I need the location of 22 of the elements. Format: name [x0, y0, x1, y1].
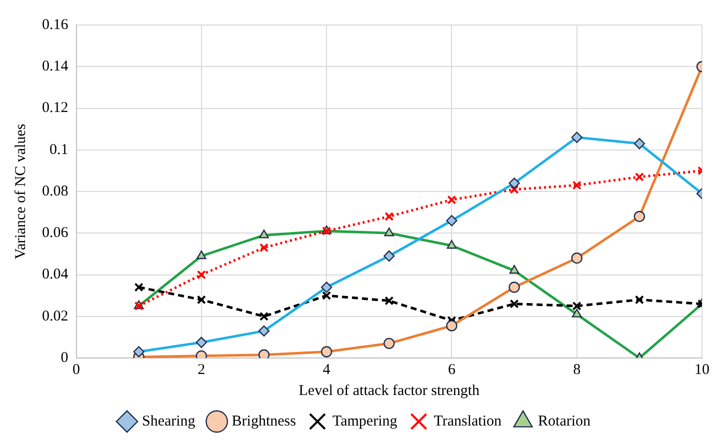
y-tick-label: 0.08: [42, 183, 68, 200]
legend-label: Shearing: [142, 413, 196, 430]
x-tick-label: 6: [448, 362, 456, 378]
y-tick-label: 0.06: [42, 225, 69, 242]
x-tick-label: 4: [322, 362, 331, 378]
legend-label: Brightness: [232, 413, 296, 430]
x-tick-label: 0: [72, 362, 80, 378]
x-tick-label: 2: [198, 362, 206, 378]
legend-label: Rotarion: [538, 413, 592, 430]
y-tick-label: 0: [60, 350, 68, 366]
y-tick-label: 0.16: [42, 16, 69, 33]
y-tick-label: 0.04: [42, 266, 69, 283]
y-tick-label: 0.02: [42, 308, 68, 324]
x-tick-label: 8: [573, 362, 581, 378]
y-tick-label: 0.1: [50, 142, 68, 158]
legend-label: Translation: [434, 413, 502, 430]
y-axis-title: Variance of NC values: [12, 124, 29, 260]
legend-label: Tampering: [332, 413, 398, 430]
x-axis-title: Level of attack factor strength: [298, 382, 480, 399]
y-tick-label: 0.12: [42, 100, 68, 116]
x-tick-label: 10: [694, 362, 710, 378]
y-tick-label: 0.14: [42, 58, 69, 75]
